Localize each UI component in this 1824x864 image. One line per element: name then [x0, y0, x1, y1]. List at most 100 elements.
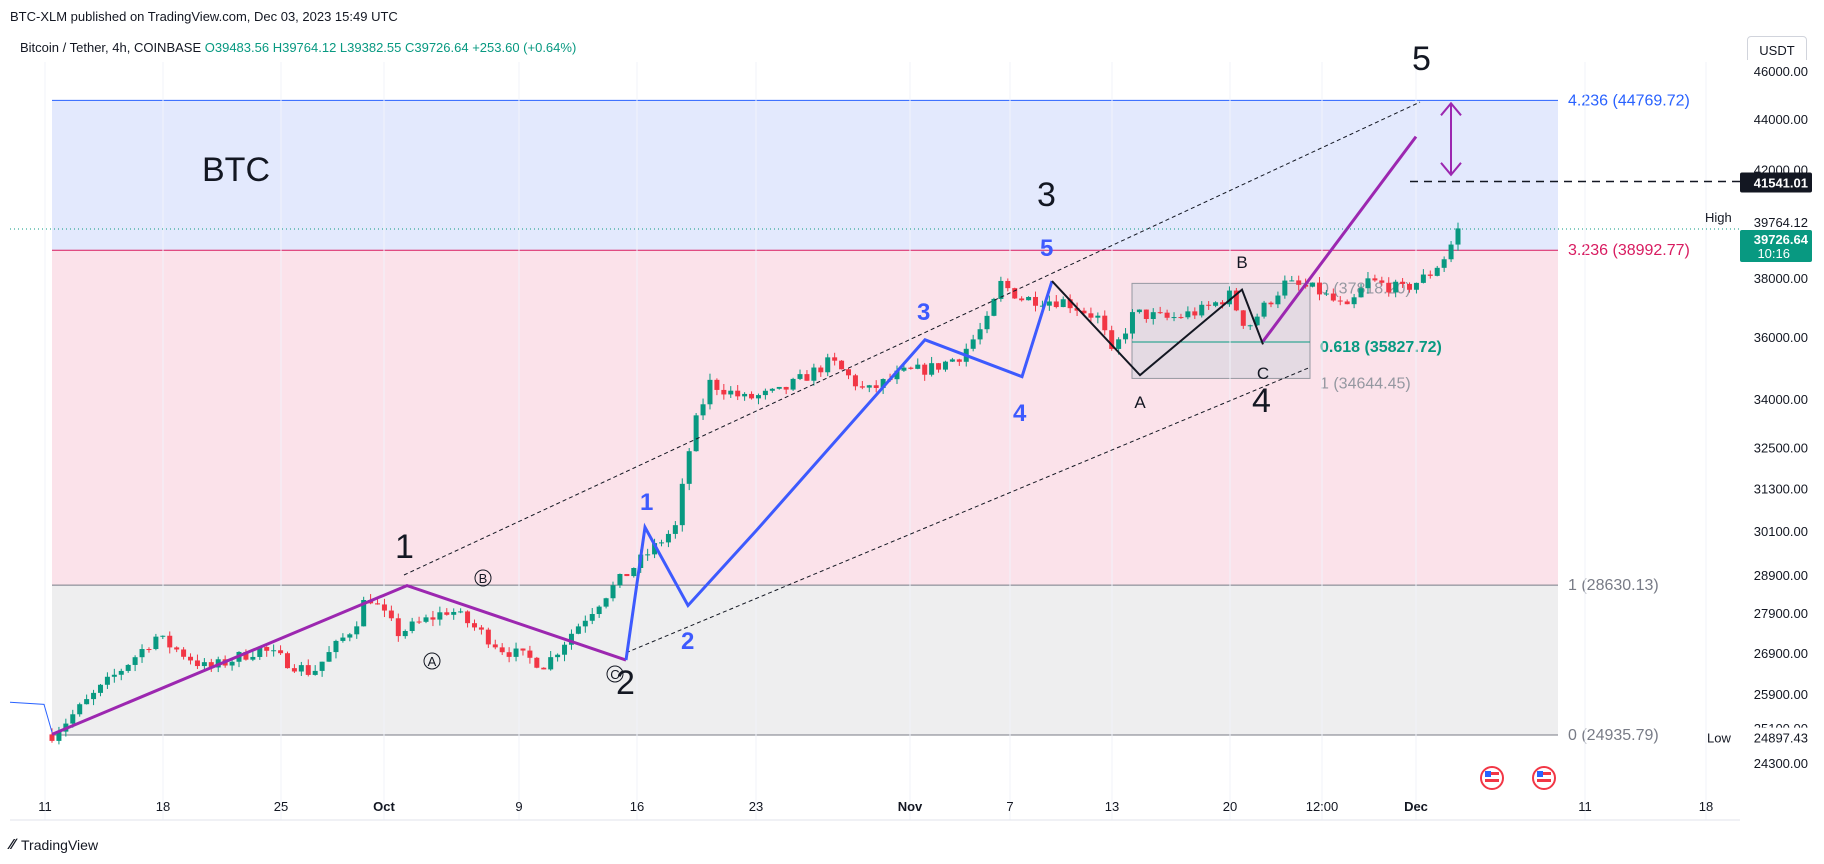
candle [236, 651, 242, 668]
price-tick-label: 31300.00 [1754, 482, 1808, 497]
candle [1337, 296, 1343, 306]
symbol-legend: Bitcoin / Tether, 4h, COINBASE O39483.56… [20, 40, 576, 55]
fib-zone-blue [52, 100, 1558, 251]
candle [402, 629, 408, 639]
candle [866, 384, 872, 393]
candle [624, 573, 630, 577]
wave-abc-correction [1051, 280, 1264, 377]
candle [1136, 309, 1142, 314]
candle [1164, 309, 1170, 321]
time-tick-label: 18 [1699, 799, 1713, 814]
candle [638, 549, 644, 573]
candle [1178, 313, 1184, 319]
price-tick-label: 28900.00 [1754, 568, 1808, 583]
candle [832, 352, 838, 366]
candle [686, 448, 692, 491]
wave-circled-label-B: B [474, 569, 492, 587]
candle [1310, 282, 1316, 288]
candle [97, 683, 103, 697]
candle [776, 386, 782, 390]
candle [118, 668, 124, 681]
svg-text:A: A [428, 654, 437, 669]
candle [998, 276, 1004, 302]
currency-button[interactable]: USDT [1747, 36, 1807, 64]
candle [589, 608, 595, 625]
wave-minor-impulse [624, 280, 1054, 661]
channel-lower [625, 366, 1311, 654]
candle [1330, 288, 1336, 302]
wave-major-label-3: 3 [1037, 176, 1056, 214]
candle [471, 619, 477, 631]
candle [1296, 275, 1302, 291]
candle [264, 646, 270, 657]
candle [749, 391, 755, 400]
wave-minor-label-3: 3 [917, 299, 930, 326]
footer-brand[interactable]: ⁄∕ TradingView [10, 836, 98, 853]
price-tick-label: 26900.00 [1754, 646, 1808, 661]
candle [70, 709, 76, 728]
candle [735, 385, 741, 401]
candle [548, 651, 554, 671]
publish-line: BTC-XLM published on TradingView.com, De… [10, 9, 398, 24]
candle [409, 617, 415, 634]
candle [631, 567, 637, 578]
candle [381, 598, 387, 618]
candle [645, 548, 651, 561]
candle [513, 642, 519, 662]
candle [894, 365, 900, 384]
candle [1060, 296, 1066, 308]
candle [250, 650, 256, 662]
channel-upper [403, 101, 1421, 576]
fib-level-label-3: 0 (24935.79) [1568, 727, 1659, 744]
symbol-name[interactable]: Bitcoin / Tether, 4h, COINBASE [20, 40, 202, 55]
wave-minor-label-4: 4 [1013, 400, 1027, 427]
candle [229, 659, 235, 671]
candle [1427, 270, 1433, 279]
us-flag-event-icon [1480, 766, 1504, 790]
candle [1005, 278, 1011, 292]
candle [1358, 283, 1364, 298]
candle [603, 597, 609, 609]
candle [1226, 286, 1232, 307]
candle [963, 343, 969, 367]
fib-zone-gray [52, 585, 1558, 735]
candle [430, 610, 436, 627]
candle [506, 647, 512, 663]
candle [347, 632, 353, 642]
time-tick-label: Nov [898, 799, 923, 814]
candle [783, 386, 789, 395]
candle [714, 378, 720, 396]
candle [1157, 306, 1163, 315]
time-tick-label: 25 [274, 799, 288, 814]
candle [1081, 307, 1087, 316]
candle [1012, 287, 1018, 299]
candle [1053, 295, 1059, 309]
candle [825, 353, 831, 377]
footer-brand-label: TradingView [21, 836, 99, 853]
candle [942, 360, 948, 372]
candle [478, 625, 484, 635]
low-label: Low [1707, 731, 1731, 746]
candle [451, 608, 457, 620]
candle [1434, 265, 1440, 277]
candle [77, 702, 83, 717]
pre-series-line [9, 701, 53, 733]
candle [167, 631, 173, 654]
svg-text:C: C [610, 667, 619, 682]
candle [700, 398, 706, 420]
candle [354, 621, 360, 639]
wave-abc-label-A: A [1134, 393, 1146, 412]
candle [652, 538, 658, 559]
wave-minor-label-1: 1 [640, 489, 653, 516]
candle [956, 358, 962, 366]
candle [1074, 302, 1080, 316]
candle [1268, 301, 1274, 308]
candle [887, 373, 893, 382]
candle [1150, 308, 1156, 325]
time-tick-label: 16 [630, 799, 644, 814]
candle [146, 647, 152, 653]
candle [492, 639, 498, 650]
current-price-badge [1740, 229, 1812, 262]
candle [1351, 293, 1357, 309]
